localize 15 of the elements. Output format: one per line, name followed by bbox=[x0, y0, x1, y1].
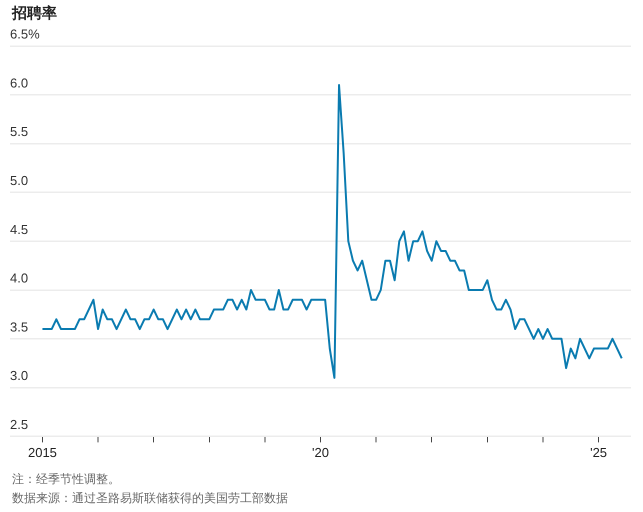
x-tick-label: 2015 bbox=[28, 444, 57, 460]
y-tick-label: 3.0 bbox=[10, 368, 28, 384]
y-tick-label: 4.0 bbox=[10, 270, 28, 286]
x-tick-label: '20 bbox=[312, 444, 329, 460]
y-tick-label: 5.5 bbox=[10, 124, 28, 140]
y-tick-label: 4.5 bbox=[10, 222, 28, 237]
y-tick-label: 6.5% bbox=[10, 26, 40, 42]
text: 注：经季节性调整。 bbox=[12, 471, 121, 488]
x-tick-label: '25 bbox=[590, 444, 608, 460]
y-tick-label: 5.0 bbox=[10, 172, 28, 188]
chart-title: 招聘率 bbox=[12, 4, 57, 23]
y-tick-label: 2.5 bbox=[10, 416, 28, 432]
y-tick-label: 6.0 bbox=[10, 75, 28, 90]
y-tick-label: 3.5 bbox=[10, 319, 28, 334]
source-note: 数据来源：通过圣路易斯联储获得的美国劳工部数据 bbox=[12, 490, 288, 507]
